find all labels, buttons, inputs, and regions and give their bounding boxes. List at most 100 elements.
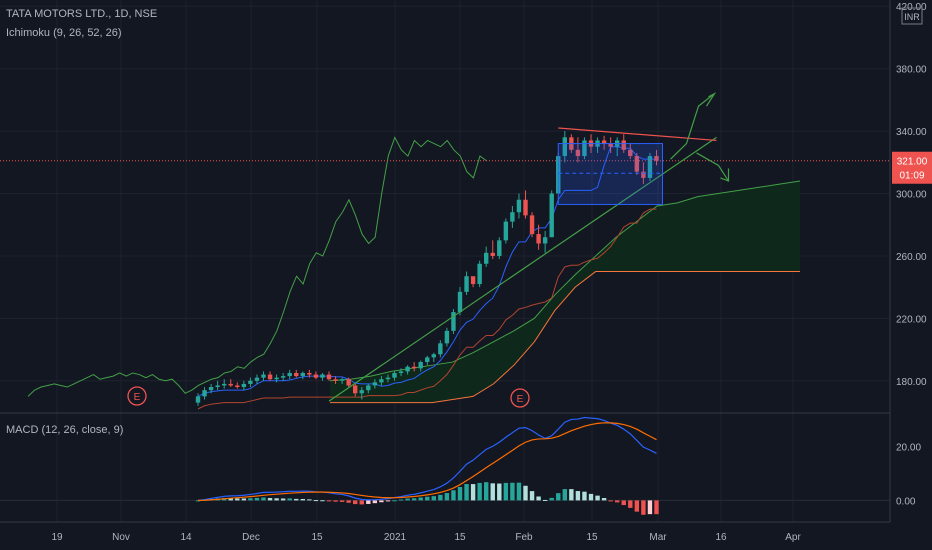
macd-histogram-bar [569, 489, 574, 501]
macd-histogram-bar [536, 496, 541, 501]
macd-histogram-bar [516, 482, 522, 501]
candle-body [503, 221, 509, 241]
macd-histogram-bar [582, 491, 587, 501]
price-tick-label: 300.00 [896, 190, 927, 201]
signal-line [197, 422, 657, 501]
macd-tick-label: 0.00 [896, 496, 916, 507]
countdown-label: 01:09 [899, 171, 924, 182]
time-tick-label: Apr [785, 532, 801, 543]
candle-body [254, 377, 260, 381]
time-tick-label: Nov [112, 532, 130, 543]
macd-histogram-bar [248, 498, 253, 501]
candle-body [267, 374, 273, 380]
candle-body [366, 385, 371, 391]
macd-tick-label: 20.00 [896, 442, 921, 453]
time-tick-label: Feb [515, 532, 533, 543]
macd-legend: MACD (12, 26, close, 9) [6, 424, 124, 436]
macd-histogram-bar [628, 500, 633, 508]
macd-histogram-bar [497, 483, 502, 501]
candle-body [484, 252, 489, 264]
candle-body [320, 374, 325, 378]
macd-histogram-bar [601, 498, 607, 501]
price-tick-label: 340.00 [896, 127, 927, 138]
macd-histogram-bar [398, 499, 404, 501]
macd-histogram-bar [523, 485, 528, 501]
macd-histogram-bar [195, 500, 201, 502]
macd-histogram-bar [425, 496, 430, 501]
macd-line [197, 416, 657, 501]
macd-histogram-bar [418, 497, 423, 501]
breakdown-arrowhead [720, 168, 730, 182]
candle-body [621, 140, 626, 150]
time-tick-label: Mar [649, 532, 667, 543]
candle-body [339, 379, 345, 381]
candle-body [353, 385, 358, 394]
macd-histogram-bar [556, 493, 561, 501]
macd-histogram-bar [615, 500, 620, 503]
macd-histogram-bar [300, 498, 305, 501]
macd-histogram-bar [405, 498, 410, 501]
time-tick-label: 15 [311, 532, 323, 543]
price-tick-label: 220.00 [896, 314, 927, 325]
candle-body [562, 137, 567, 157]
macd-histogram-bar [654, 500, 659, 515]
macd-histogram-bar [333, 500, 338, 502]
candle-body [208, 387, 214, 391]
conversion-line [197, 146, 657, 397]
candle-body [654, 156, 659, 161]
price-tick-label: 380.00 [896, 65, 927, 76]
macd-histogram-bar [274, 498, 279, 501]
candle-body [261, 374, 266, 378]
candle-body [280, 376, 286, 378]
currency-label: INR [904, 12, 920, 22]
candle-body [490, 252, 495, 256]
macd-histogram-bar [261, 497, 266, 501]
price-axis-bg [890, 0, 932, 550]
cloud-fill [330, 181, 800, 403]
candle-body [379, 379, 384, 383]
macd-histogram-bar [280, 498, 286, 501]
candle-body [222, 383, 227, 386]
macd-histogram-bar [464, 484, 469, 501]
candle-body [411, 366, 417, 369]
candle-body [333, 379, 338, 381]
ascending-trend-line [328, 136, 717, 402]
candle-body [405, 366, 410, 372]
candle-body [634, 156, 640, 172]
base-line [197, 208, 657, 410]
macd-histogram-bar [353, 500, 358, 505]
macd-histogram-bar [595, 495, 600, 501]
candle-body [195, 396, 201, 403]
candle-body [457, 291, 463, 313]
macd-histogram-bar [549, 497, 554, 501]
candle-body [202, 390, 207, 397]
candle-body [601, 140, 607, 144]
time-tick-label: 2021 [384, 532, 407, 543]
time-tick-label: Dec [242, 532, 260, 543]
macd-histogram-bar [359, 500, 364, 505]
macd-histogram-bar [241, 498, 247, 501]
candle-body [248, 380, 253, 384]
macd-histogram-bar [307, 499, 312, 501]
candle-body [470, 276, 476, 285]
indicator-lines [27, 136, 657, 410]
macd-histogram-bar [634, 500, 640, 512]
time-tick-label: 16 [715, 532, 727, 543]
breakout-arrow [670, 93, 715, 160]
candle-body [510, 212, 515, 222]
candle-body [451, 312, 456, 331]
macd-histogram-bar [588, 493, 594, 501]
macd-histogram-bar [392, 500, 397, 502]
candle-body [392, 372, 397, 378]
earnings-label: E [134, 392, 141, 403]
macd-histogram-bar [228, 498, 233, 501]
macd-histogram-bar [503, 482, 509, 501]
macd-histogram-bar [438, 494, 443, 501]
macd-histogram-bar [313, 500, 319, 502]
candle-body [575, 149, 581, 157]
candle-body [300, 372, 305, 377]
last-price-label: 321.00 [897, 157, 928, 168]
macd-histogram-bar [411, 498, 417, 501]
